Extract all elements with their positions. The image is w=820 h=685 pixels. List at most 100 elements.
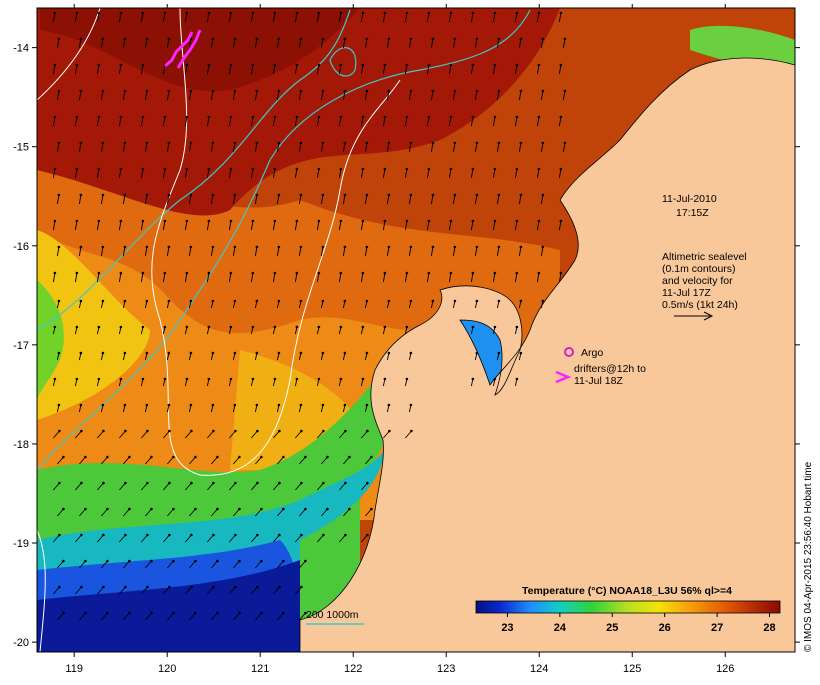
velocity-arrow bbox=[514, 116, 518, 127]
velocity-arrow-head bbox=[497, 37, 501, 41]
velocity-arrow bbox=[228, 168, 232, 179]
velocity-arrow-head bbox=[295, 167, 299, 171]
velocity-arrow-head bbox=[141, 11, 145, 15]
velocity-arrow bbox=[233, 456, 240, 465]
velocity-arrow-head bbox=[62, 611, 65, 615]
velocity-arrow bbox=[320, 38, 324, 49]
velocity-arrow bbox=[79, 612, 86, 621]
velocity-arrow bbox=[342, 194, 346, 205]
velocity-arrow bbox=[558, 64, 562, 75]
velocity-arrow bbox=[272, 220, 276, 231]
velocity-arrow-head bbox=[128, 507, 131, 511]
velocity-arrow-head bbox=[145, 141, 149, 145]
velocity-arrow-head bbox=[229, 11, 233, 15]
velocity-arrow bbox=[320, 194, 324, 205]
velocity-arrow bbox=[163, 430, 170, 439]
velocity-arrow-head bbox=[343, 37, 347, 41]
velocity-arrow bbox=[540, 90, 544, 101]
velocity-arrow bbox=[229, 430, 236, 439]
velocity-arrow bbox=[514, 12, 518, 23]
velocity-arrow bbox=[273, 430, 280, 439]
velocity-arrow bbox=[250, 116, 254, 127]
velocity-arrow bbox=[189, 612, 196, 621]
velocity-arrow-head bbox=[79, 193, 83, 197]
velocity-arrow bbox=[118, 272, 122, 283]
velocity-arrow-head bbox=[475, 37, 479, 41]
velocity-arrow bbox=[255, 456, 262, 465]
velocity-arrow-head bbox=[106, 559, 109, 563]
velocity-arrow-head bbox=[124, 481, 127, 485]
velocity-arrow bbox=[338, 12, 342, 23]
velocity-arrow-head bbox=[216, 611, 219, 615]
velocity-arrow bbox=[298, 142, 302, 153]
velocity-arrow-head bbox=[211, 403, 215, 407]
velocity-arrow-head bbox=[79, 89, 83, 93]
velocity-arrow bbox=[317, 430, 324, 439]
velocity-arrow-head bbox=[449, 271, 453, 275]
velocity-arrow bbox=[188, 38, 192, 49]
velocity-arrow-head bbox=[119, 325, 123, 329]
velocity-arrow-head bbox=[541, 193, 545, 197]
velocity-arrow bbox=[162, 64, 166, 75]
velocity-arrow bbox=[167, 612, 174, 621]
velocity-arrow bbox=[320, 90, 324, 101]
velocity-arrow-head bbox=[57, 37, 61, 41]
velocity-arrow-head bbox=[189, 299, 193, 303]
lon-tick-label: 125 bbox=[623, 663, 641, 675]
velocity-arrow-head bbox=[53, 271, 57, 275]
velocity-arrow-head bbox=[75, 377, 79, 381]
velocity-arrow bbox=[123, 560, 130, 569]
velocity-arrow bbox=[100, 90, 104, 101]
velocity-arrow bbox=[558, 168, 562, 179]
velocity-arrow bbox=[426, 220, 430, 231]
velocity-arrow-head bbox=[383, 325, 387, 329]
velocity-arrow bbox=[144, 142, 148, 153]
sst-band-dark-red-2 bbox=[40, 8, 360, 92]
velocity-arrow bbox=[338, 116, 342, 127]
drifter-legend: drifters@12h to 11-Jul 18Z bbox=[555, 363, 646, 387]
velocity-arrow-head bbox=[282, 611, 285, 615]
velocity-arrow-head bbox=[361, 271, 365, 275]
velocity-arrow bbox=[52, 168, 56, 179]
velocity-arrow-head bbox=[233, 37, 237, 41]
lon-tick-label: 124 bbox=[530, 663, 548, 675]
velocity-arrow-head bbox=[365, 193, 369, 197]
velocity-arrow-head bbox=[97, 11, 101, 15]
velocity-arrow-head bbox=[475, 299, 479, 303]
velocity-arrow-head bbox=[53, 63, 57, 67]
velocity-arrow-head bbox=[145, 37, 149, 41]
velocity-arrow-head bbox=[97, 219, 101, 223]
velocity-arrow-head bbox=[79, 299, 83, 303]
velocity-arrow-head bbox=[405, 271, 409, 275]
longitude-axis: 119 120 121 122 123 124 125 126 bbox=[65, 4, 734, 675]
velocity-arrow-head bbox=[168, 533, 171, 537]
velocity-arrow bbox=[119, 534, 126, 543]
velocity-arrow bbox=[277, 456, 284, 465]
velocity-arrow bbox=[255, 560, 262, 569]
velocity-arrow-head bbox=[405, 219, 409, 223]
velocity-arrow bbox=[474, 90, 478, 101]
velocity-arrow bbox=[298, 246, 302, 257]
velocity-arrow-head bbox=[255, 89, 259, 93]
velocity-arrow bbox=[470, 64, 474, 75]
velocity-arrow bbox=[404, 220, 408, 231]
velocity-arrow bbox=[536, 64, 540, 75]
velocity-arrow bbox=[53, 534, 60, 543]
velocity-arrow-head bbox=[321, 193, 325, 197]
velocity-arrow-head bbox=[256, 481, 259, 485]
velocity-arrow-head bbox=[146, 585, 149, 589]
lat-tick-label: -19 bbox=[13, 538, 29, 550]
velocity-arrow bbox=[141, 482, 148, 491]
velocity-arrow bbox=[162, 272, 166, 283]
velocity-arrow-head bbox=[541, 245, 545, 249]
velocity-arrow bbox=[97, 430, 104, 439]
velocity-arrow bbox=[250, 64, 254, 75]
velocity-arrow-head bbox=[317, 115, 321, 119]
velocity-arrow-head bbox=[101, 299, 105, 303]
velocity-arrow bbox=[53, 586, 60, 595]
velocity-arrow bbox=[123, 612, 130, 621]
velocity-arrow-head bbox=[427, 115, 431, 119]
velocity-arrow-head bbox=[251, 271, 255, 275]
velocity-arrow-head bbox=[141, 325, 145, 329]
velocity-arrow-head bbox=[101, 193, 105, 197]
